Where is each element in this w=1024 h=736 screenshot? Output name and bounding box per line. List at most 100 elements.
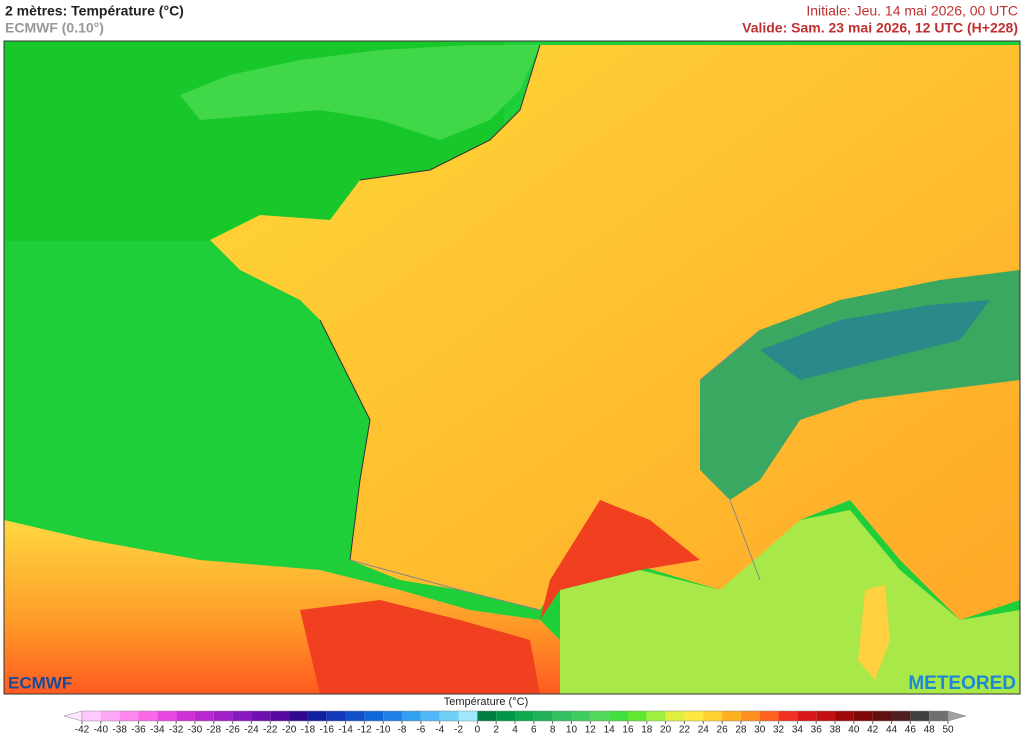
colorbar-swatch — [797, 711, 817, 721]
colorbar-swatch — [778, 711, 798, 721]
alps-high — [760, 300, 990, 380]
colorbar-tick-label: -10 — [376, 725, 391, 736]
colorbar-swatch — [100, 711, 120, 721]
colorbar-swatch — [345, 711, 365, 721]
colorbar-swatch — [194, 711, 214, 721]
colorbar-tick-label: 34 — [792, 725, 804, 736]
colorbar-tick-label: -14 — [338, 725, 353, 736]
map-frame — [3, 40, 1021, 695]
border — [349, 329, 761, 611]
colorbar-arrow-low — [63, 710, 83, 722]
colorbar-swatch — [496, 711, 515, 721]
colorbar-swatch — [929, 711, 948, 721]
colorbar-swatch — [684, 711, 704, 721]
colorbar-tick-label: -42 — [75, 725, 90, 736]
colorbar-tick-label: 30 — [754, 725, 766, 736]
colorbar-swatch — [891, 711, 911, 721]
colorbar-tick-label: 48 — [924, 725, 936, 736]
colorbar-tick-label: 46 — [905, 725, 917, 736]
colorbar-swatch — [176, 711, 195, 721]
colorbar-tick-label: -34 — [150, 725, 165, 736]
colorbar-swatch — [853, 711, 873, 721]
colorbar-tick-label: 38 — [829, 725, 841, 736]
colorbar-tick-label: 36 — [811, 725, 823, 736]
colorbar-swatch — [458, 711, 478, 721]
mediterranean — [560, 510, 1020, 694]
colorbar-swatch — [816, 711, 836, 721]
colorbar-tick-label: 24 — [698, 725, 710, 736]
colorbar-tick-label: 18 — [641, 725, 653, 736]
colorbar-swatch — [571, 711, 591, 721]
colorbar-swatch — [759, 711, 779, 721]
colorbar-tick-label: -8 — [398, 725, 407, 736]
colorbar-swatch — [910, 711, 930, 721]
colorbar-swatch — [740, 711, 760, 721]
colorbar-tick-label: -12 — [357, 725, 372, 736]
colorbar-tick-label: -4 — [435, 725, 444, 736]
colorbar-swatch — [138, 711, 158, 721]
colorbar-swatch — [420, 711, 440, 721]
colorbar-tick-label: 16 — [622, 725, 634, 736]
colorbar-tick-label: -24 — [244, 725, 259, 736]
valid-time: Valide: Sam. 23 mai 2026, 12 UTC (H+228) — [742, 20, 1018, 36]
colorbar-tick-label: -6 — [416, 725, 425, 736]
colorbar-tick-label: -40 — [94, 725, 109, 736]
colorbar-tick-label: -16 — [320, 725, 335, 736]
colorbar-tick-label: -20 — [282, 725, 297, 736]
colorbar-swatch — [289, 711, 308, 721]
colorbar-swatch — [383, 711, 403, 721]
colorbar-tick-label: 10 — [566, 725, 578, 736]
colorbar-tick-label: 28 — [735, 725, 747, 736]
colorbar-tick-label: 14 — [604, 725, 616, 736]
colorbar-swatch — [251, 711, 271, 721]
colorbar-swatch — [590, 711, 610, 721]
colorbar-swatch — [552, 711, 572, 721]
colorbar-swatch — [307, 711, 327, 721]
colorbar-swatch — [515, 711, 534, 721]
colorbar-tick-label: 22 — [679, 725, 691, 736]
model-label: ECMWF (0.10°) — [5, 20, 104, 36]
colorbar-tick-label: -38 — [112, 725, 127, 736]
colorbar-tick-label: -18 — [301, 725, 316, 736]
colorbar-tick-label: 50 — [942, 725, 954, 736]
initial-time: Initiale: Jeu. 14 mai 2026, 00 UTC — [806, 3, 1018, 19]
colorbar-swatch — [439, 711, 459, 721]
colorbar-arrow-high — [947, 710, 967, 722]
colorbar-tick-label: -36 — [131, 725, 146, 736]
colorbar-tick-label: -32 — [169, 725, 184, 736]
colorbar-tick-label: -28 — [207, 725, 222, 736]
colorbar-tick-label: -2 — [454, 725, 463, 736]
colorbar-swatch — [326, 711, 346, 721]
colorbar-tick-label: 0 — [475, 725, 481, 736]
colorbar-swatch — [703, 711, 723, 721]
colorbar-swatch — [119, 711, 139, 721]
colorbar-swatch — [213, 711, 233, 721]
colorbar-tick-label: -26 — [225, 725, 240, 736]
colorbar-tick-label: 44 — [886, 725, 898, 736]
ecmwf-logo: ECMWF — [8, 673, 72, 692]
uk-land — [180, 45, 540, 140]
colorbar-tick-label: 20 — [660, 725, 672, 736]
colorbar-swatch — [402, 711, 421, 721]
legend-title: Température (°C) — [444, 696, 528, 708]
colorbar-swatch — [270, 711, 290, 721]
colorbar-swatch — [609, 711, 628, 721]
colorbar-swatch — [364, 711, 384, 721]
meteored-logo: METEORED — [908, 673, 1016, 694]
colorbar-tick-label: -22 — [263, 725, 278, 736]
colorbar-tick-label: 2 — [493, 725, 499, 736]
colorbar-swatch — [835, 711, 854, 721]
france-land — [210, 45, 1020, 620]
colorbar-swatch — [665, 711, 685, 721]
colorbar-swatch — [477, 711, 497, 721]
colorbar-tick-label: 42 — [867, 725, 879, 736]
colorbar-swatch — [533, 711, 553, 721]
colorbar-tick-label: 8 — [550, 725, 556, 736]
colorbar: -42 -40 -38 -36 -34 -32 -30 -28 -26 -24 -22 -20 -18-… — [63, 710, 967, 736]
colorbar-tick-label: 4 — [512, 725, 518, 736]
map — [4, 41, 1020, 694]
colorbar-swatch — [82, 711, 101, 721]
colorbar-swatch — [157, 711, 177, 721]
colorbar-tick-label: 6 — [531, 725, 537, 736]
